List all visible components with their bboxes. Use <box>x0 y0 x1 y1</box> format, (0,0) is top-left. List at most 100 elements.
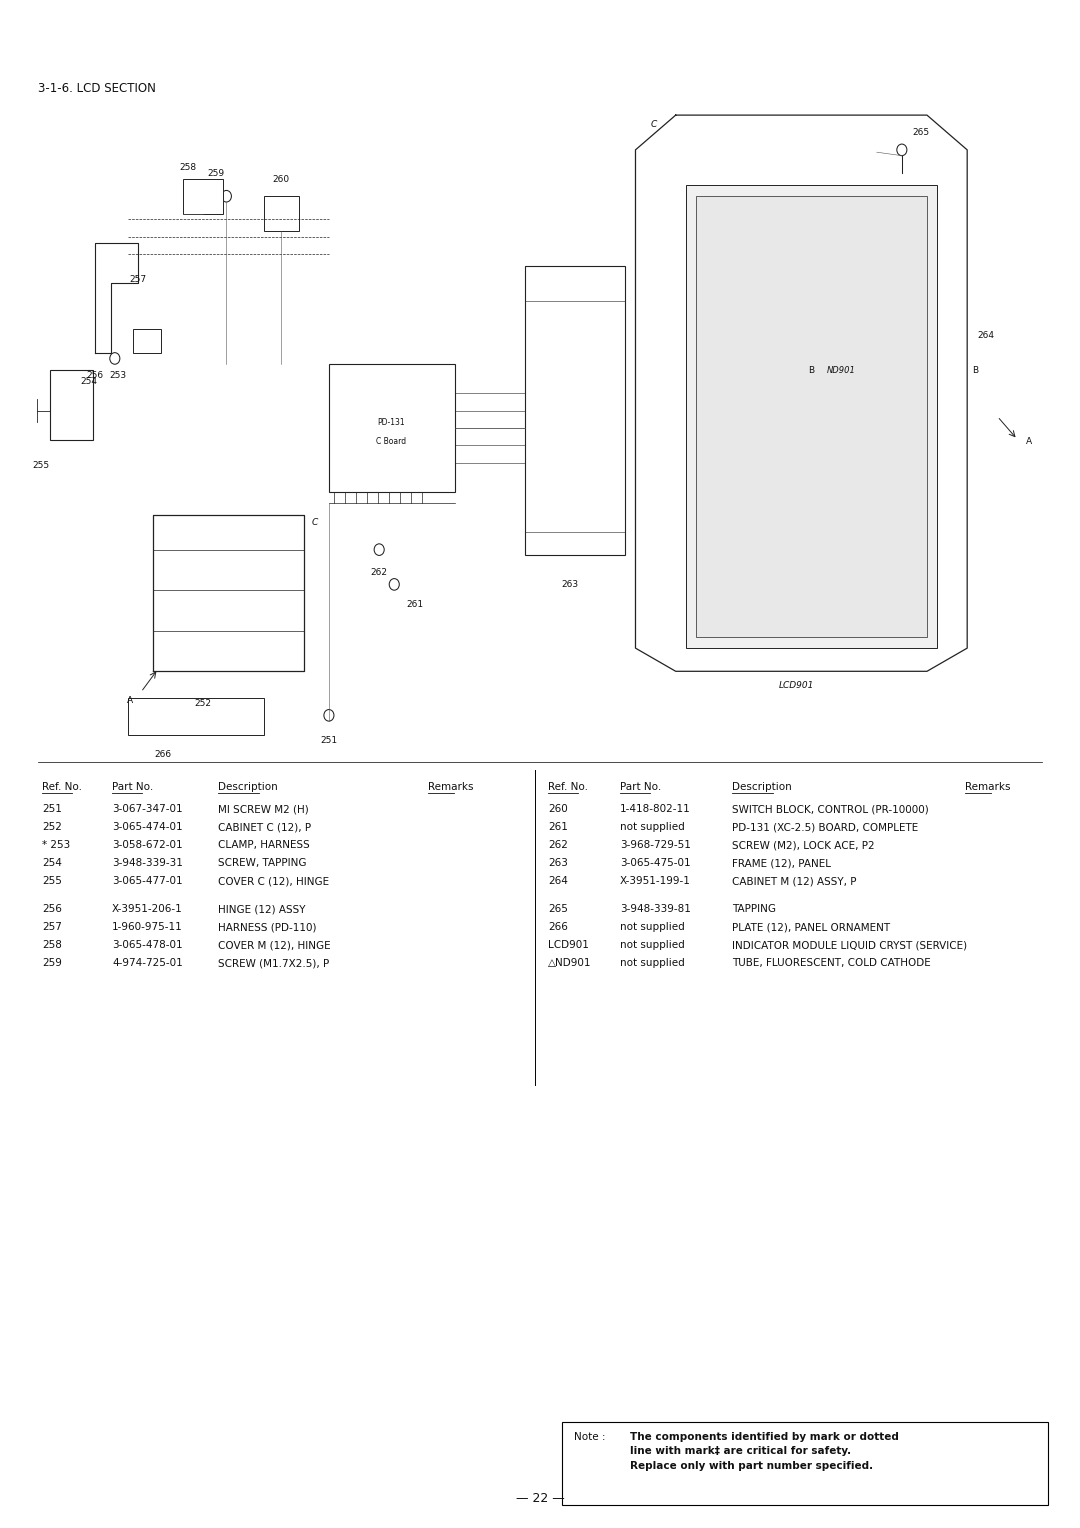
Circle shape <box>221 191 231 202</box>
Text: Description: Description <box>732 782 792 792</box>
Text: Note :: Note : <box>573 1432 606 1442</box>
Text: HARNESS (PD-110): HARNESS (PD-110) <box>218 921 316 932</box>
Text: 3-067-347-01: 3-067-347-01 <box>112 804 183 814</box>
Circle shape <box>110 353 120 364</box>
Bar <box>184 179 224 214</box>
Text: 265: 265 <box>912 128 929 138</box>
Circle shape <box>389 579 400 590</box>
Text: 1-960-975-11: 1-960-975-11 <box>112 921 183 932</box>
Text: 3-065-478-01: 3-065-478-01 <box>112 940 183 950</box>
Text: ND901: ND901 <box>827 365 856 374</box>
Text: 3-948-339-81: 3-948-339-81 <box>620 905 691 914</box>
Text: 260: 260 <box>548 804 568 814</box>
Text: LCD901: LCD901 <box>779 680 814 689</box>
Text: The components identified by mark or dotted
line with mark‡ are critical for saf: The components identified by mark or dot… <box>630 1432 899 1471</box>
Text: Part No.: Part No. <box>620 782 661 792</box>
Text: SCREW (M1.7X2.5), P: SCREW (M1.7X2.5), P <box>218 958 329 969</box>
Bar <box>696 196 927 637</box>
Text: 258: 258 <box>42 940 62 950</box>
Text: 256: 256 <box>86 371 104 380</box>
Text: C Board: C Board <box>376 437 406 446</box>
Circle shape <box>324 709 334 721</box>
Text: SCREW (M2), LOCK ACE, P2: SCREW (M2), LOCK ACE, P2 <box>732 840 875 850</box>
Text: 259: 259 <box>42 958 62 969</box>
Bar <box>51 370 93 440</box>
Text: 264: 264 <box>977 330 995 339</box>
Text: C: C <box>650 119 657 128</box>
Text: 252: 252 <box>194 700 212 709</box>
Text: B: B <box>972 365 978 374</box>
Text: LCD901: LCD901 <box>548 940 589 950</box>
Text: 3-065-474-01: 3-065-474-01 <box>112 822 183 833</box>
Text: 263: 263 <box>548 859 568 868</box>
Text: 252: 252 <box>42 822 62 833</box>
Text: 265: 265 <box>548 905 568 914</box>
Text: 254: 254 <box>80 377 97 387</box>
Bar <box>133 330 161 353</box>
Text: CABINET C (12), P: CABINET C (12), P <box>218 822 311 833</box>
Text: COVER M (12), HINGE: COVER M (12), HINGE <box>218 940 330 950</box>
Text: X-3951-199-1: X-3951-199-1 <box>620 876 691 886</box>
Text: not supplied: not supplied <box>620 940 685 950</box>
Bar <box>525 266 625 555</box>
Text: 253: 253 <box>109 371 126 380</box>
Bar <box>264 196 299 231</box>
Text: not supplied: not supplied <box>620 921 685 932</box>
Text: 3-065-477-01: 3-065-477-01 <box>112 876 183 886</box>
Text: 262: 262 <box>370 568 388 578</box>
Text: SCREW, TAPPING: SCREW, TAPPING <box>218 859 307 868</box>
Text: — 22 —: — 22 — <box>515 1491 565 1505</box>
Text: 3-948-339-31: 3-948-339-31 <box>112 859 183 868</box>
Text: INDICATOR MODULE LIQUID CRYST (SERVICE): INDICATOR MODULE LIQUID CRYST (SERVICE) <box>732 940 967 950</box>
Circle shape <box>374 544 384 555</box>
Text: TUBE, FLUORESCENT, COLD CATHODE: TUBE, FLUORESCENT, COLD CATHODE <box>732 958 931 969</box>
Bar <box>686 185 937 648</box>
Text: A: A <box>1026 437 1031 446</box>
Text: 258: 258 <box>179 163 197 171</box>
Text: Description: Description <box>218 782 278 792</box>
Text: PD-131 (XC-2.5) BOARD, COMPLETE: PD-131 (XC-2.5) BOARD, COMPLETE <box>732 822 918 833</box>
Text: 3-065-475-01: 3-065-475-01 <box>620 859 690 868</box>
Text: not supplied: not supplied <box>620 822 685 833</box>
Bar <box>329 364 455 492</box>
Bar <box>562 1423 1048 1505</box>
Text: PLATE (12), PANEL ORNAMENT: PLATE (12), PANEL ORNAMENT <box>732 921 890 932</box>
Text: 261: 261 <box>548 822 568 833</box>
Text: 262: 262 <box>548 840 568 850</box>
Text: CABINET M (12) ASSY, P: CABINET M (12) ASSY, P <box>732 876 856 886</box>
Text: SWITCH BLOCK, CONTROL (PR-10000): SWITCH BLOCK, CONTROL (PR-10000) <box>732 804 929 814</box>
Text: 261: 261 <box>406 599 423 608</box>
Text: 4-974-725-01: 4-974-725-01 <box>112 958 183 969</box>
Text: CLAMP, HARNESS: CLAMP, HARNESS <box>218 840 310 850</box>
Text: B: B <box>808 365 814 374</box>
Text: 259: 259 <box>207 168 225 177</box>
Text: * 253: * 253 <box>42 840 70 850</box>
Text: 260: 260 <box>272 176 289 185</box>
Text: Ref. No.: Ref. No. <box>42 782 82 792</box>
Text: 3-968-729-51: 3-968-729-51 <box>620 840 691 850</box>
Text: C: C <box>312 518 319 527</box>
Text: Remarks: Remarks <box>966 782 1011 792</box>
Text: 251: 251 <box>42 804 62 814</box>
Text: not supplied: not supplied <box>620 958 685 969</box>
Text: HINGE (12) ASSY: HINGE (12) ASSY <box>218 905 306 914</box>
Text: TAPPING: TAPPING <box>732 905 777 914</box>
Text: 263: 263 <box>562 581 579 588</box>
Text: 257: 257 <box>42 921 62 932</box>
Text: Ref. No.: Ref. No. <box>548 782 588 792</box>
Text: 251: 251 <box>321 736 337 746</box>
Text: X-3951-206-1: X-3951-206-1 <box>112 905 183 914</box>
Text: 264: 264 <box>548 876 568 886</box>
Bar <box>127 698 264 735</box>
Text: 266: 266 <box>548 921 568 932</box>
Text: Part No.: Part No. <box>112 782 153 792</box>
Text: 255: 255 <box>32 460 49 469</box>
Text: 257: 257 <box>130 275 147 284</box>
Text: Remarks: Remarks <box>428 782 473 792</box>
Text: 3-058-672-01: 3-058-672-01 <box>112 840 183 850</box>
Text: A: A <box>126 695 133 704</box>
Text: MI SCREW M2 (H): MI SCREW M2 (H) <box>218 804 309 814</box>
Text: 1-418-802-11: 1-418-802-11 <box>620 804 691 814</box>
Text: 256: 256 <box>42 905 62 914</box>
Text: 3-1-6. LCD SECTION: 3-1-6. LCD SECTION <box>38 83 156 95</box>
